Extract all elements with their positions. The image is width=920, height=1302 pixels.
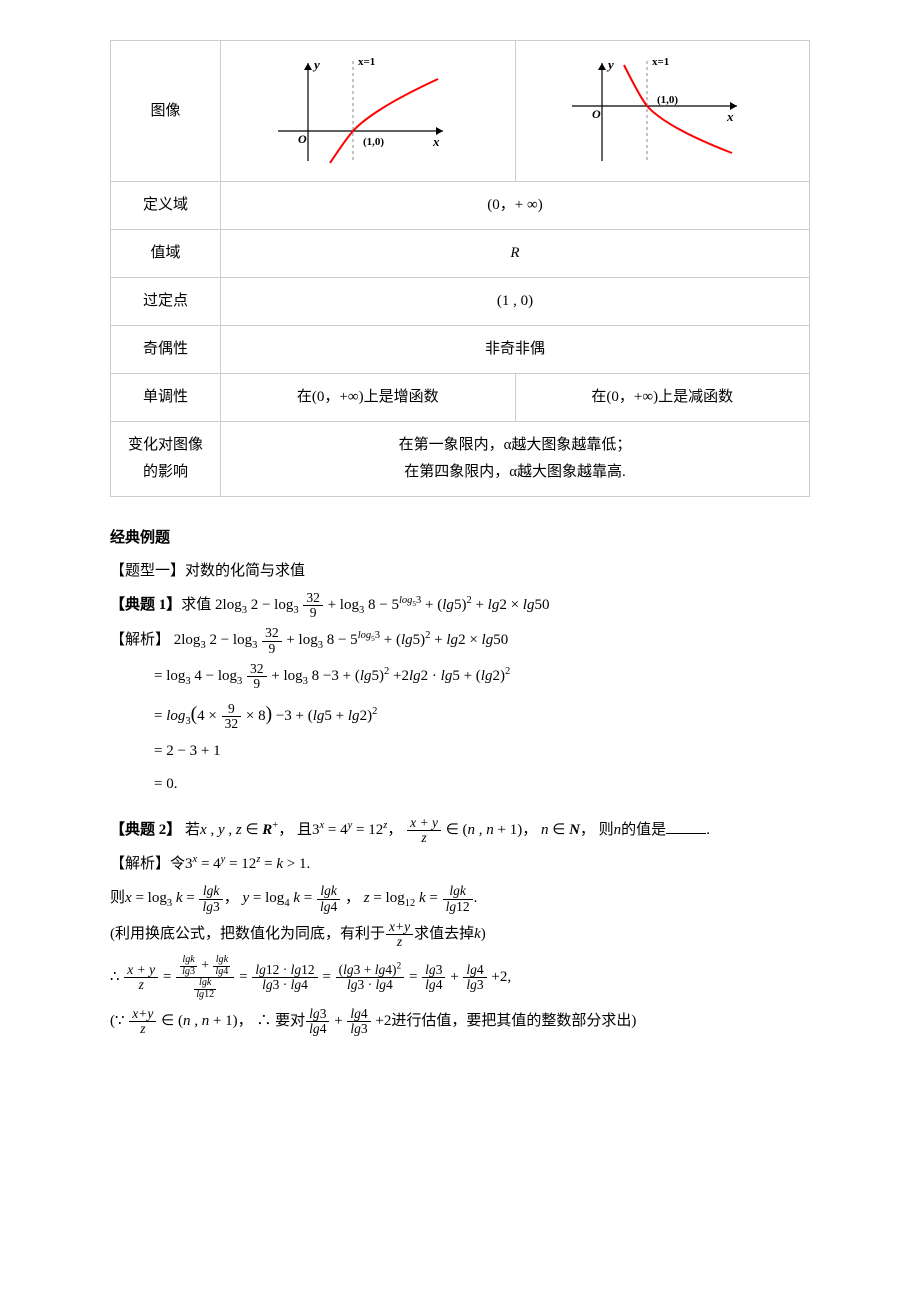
row-fixed-value: (1 , 0) [221, 278, 810, 326]
row-domain-label: 定义域 [111, 182, 221, 230]
ex1-sol-prefix: 【解析】 [110, 632, 170, 648]
ex2-title-body: 若x , y , z ∈ R+， 且3x = 4y = 12z， x + yz … [181, 822, 710, 838]
svg-text:x: x [726, 109, 734, 124]
heading-classic: 经典例题 [110, 525, 810, 552]
heading-type1: 【题型一】对数的化简与求值 [110, 558, 810, 585]
ex2-sol4: ∴ x + yz = lgklg3 + lgklg4lgklg12 = lg12… [110, 955, 810, 1001]
row-range-label: 值域 [111, 230, 221, 278]
row-domain-value: (0，+ ∞) [221, 182, 810, 230]
row-mono-left: 在(0，+∞)上是增函数 [221, 374, 516, 422]
ex2-title: 【典题 2】 若x , y , z ∈ R+， 且3x = 4y = 12z， … [110, 816, 810, 845]
row-range-value: R [221, 230, 810, 278]
row-parity-label: 奇偶性 [111, 326, 221, 374]
ex2-sol1: 令3x = 4y = 12z = k > 1. [170, 856, 310, 872]
svg-text:x=1: x=1 [652, 56, 669, 68]
row-effect-value: 在第一象限内，α越大图象越靠低； 在第四象限内，α越大图象越靠高. [221, 422, 810, 497]
svg-text:y: y [312, 57, 320, 72]
ex1-line3: = 2 − 3 + 1 [110, 738, 810, 765]
row-parity-value: 非奇非偶 [221, 326, 810, 374]
row-fixed-label: 过定点 [111, 278, 221, 326]
svg-text:x: x [432, 134, 440, 149]
svg-text:x=1: x=1 [358, 56, 375, 68]
ex1-line4: = 0. [110, 771, 810, 798]
ex1-line2: = log3(4 × 932 × 8) −3 + (lg5 + lg2)2 [110, 697, 810, 732]
ex1-expr: 2log3 2 − log3 329 + log3 8 − 5log53 + (… [215, 597, 549, 613]
log-increasing-svg: O (1,0) x y x=1 [268, 51, 468, 171]
svg-text:(1,0): (1,0) [363, 136, 384, 148]
ex2-sol-prefix: 【解析】 [110, 856, 170, 872]
row-image-label: 图像 [111, 41, 221, 182]
ex1-title: 【典题 1】求值 2log3 2 − log3 329 + log3 8 − 5… [110, 591, 810, 620]
log-decreasing-svg: O (1,0) x y x=1 [562, 51, 762, 171]
ex1-prefix: 【典题 1】 [110, 597, 181, 613]
ex2-sol5: (∵ x+yz ∈ (n , n + 1)， ∴ 要对lg3lg4 + lg4l… [110, 1007, 810, 1036]
properties-table: 图像 O (1,0) x y x=1 [110, 40, 810, 497]
ex2-sol3: (利用换底公式，把数值化为同底，有利于x+yz求值去掉k) [110, 920, 810, 949]
graph-increasing: O (1,0) x y x=1 [221, 41, 516, 182]
ex1-line1: = log3 4 − log3 329 + log3 8 −3 + (lg5)2… [110, 662, 810, 691]
ex1-sol-head: 【解析】 2log3 2 − log3 329 + log3 8 − 5log5… [110, 626, 810, 655]
row-mono-right: 在(0，+∞)上是减函数 [515, 374, 810, 422]
graph-decreasing: O (1,0) x y x=1 [515, 41, 810, 182]
svg-text:O: O [298, 132, 307, 146]
row-effect-label: 变化对图像 的影响 [111, 422, 221, 497]
ex2-sol2: 则x = log3 k = lgklg3， y = log4 k = lgklg… [110, 884, 810, 913]
ex1-line0: 2log3 2 − log3 329 + log3 8 − 5log53 + (… [170, 632, 508, 648]
svg-text:y: y [606, 57, 614, 72]
row-mono-label: 单调性 [111, 374, 221, 422]
ex2-prefix: 【典题 2】 [110, 822, 181, 838]
svg-text:(1,0): (1,0) [657, 94, 678, 106]
svg-text:O: O [592, 107, 601, 121]
ex2-sol-head: 【解析】令3x = 4y = 12z = k > 1. [110, 851, 810, 878]
